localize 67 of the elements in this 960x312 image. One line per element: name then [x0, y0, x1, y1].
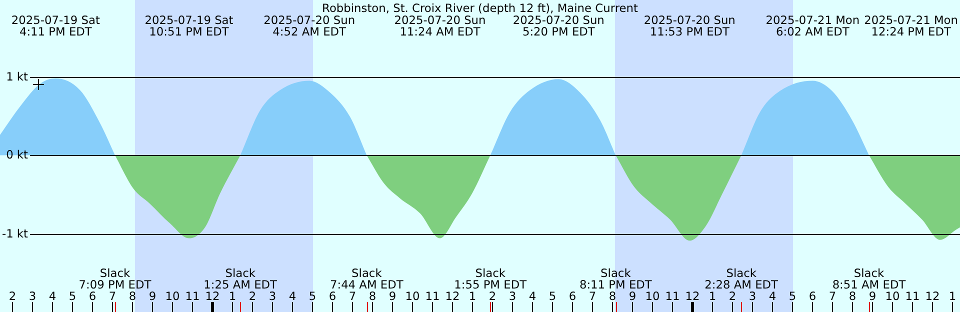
x-tick-label: 4 — [528, 289, 536, 303]
x-tick-label: 1 — [948, 289, 956, 303]
x-tick-label: 1 — [228, 289, 236, 303]
annotation: 2025-07-19 Sat 4:11 PM EDT — [11, 13, 100, 38]
x-tick-label: 2 — [728, 289, 736, 303]
annotation: 2025-07-19 Sat 10:51 PM EDT — [144, 13, 234, 38]
annotation: 2025-07-20 Sun 5:20 PM EDT — [512, 13, 604, 38]
annotation: 2025-07-20 Sun 11:24 AM EDT — [394, 13, 486, 38]
x-tick-label: 11 — [665, 289, 680, 303]
y-tick-label: 0 kt — [6, 147, 29, 162]
x-tick-label: 9 — [148, 289, 156, 303]
x-tick-label: 5 — [788, 289, 796, 303]
x-tick-label: 2 — [248, 289, 256, 303]
x-tick-label: 7 — [348, 289, 356, 303]
annotation: Slack 1:25 AM EDT — [204, 266, 278, 292]
x-tick-label: 10 — [645, 289, 660, 303]
annotation: Slack 8:51 AM EDT — [832, 266, 906, 292]
x-tick-label: 1 — [468, 289, 476, 303]
annotation: Slack 7:09 PM EDT — [78, 266, 152, 292]
x-tick-label: 2 — [8, 289, 16, 303]
annotation: Slack 2:28 AM EDT — [704, 266, 778, 292]
x-tick-label: 3 — [748, 289, 756, 303]
x-tick-label: 6 — [88, 289, 96, 303]
x-tick-label: 4 — [48, 289, 56, 303]
annotation: Slack 1:55 PM EDT — [454, 266, 527, 292]
annotation: 2025-07-20 Sun 4:52 AM EDT — [264, 13, 356, 38]
x-tick-label: 4 — [288, 289, 296, 303]
x-tick-label: 8 — [368, 289, 376, 303]
x-tick-label: 3 — [508, 289, 516, 303]
x-tick-label: 10 — [165, 289, 180, 303]
x-tick-label: 12 — [925, 289, 940, 303]
chart-title: Robbinston, St. Croix River (depth 12 ft), Maine Current — [322, 1, 638, 15]
x-tick-label: 5 — [68, 289, 76, 303]
x-tick-label: 3 — [268, 289, 276, 303]
x-tick-label: 7 — [588, 289, 596, 303]
annotation: 2025-07-21 Mon 12:24 PM EDT — [864, 13, 958, 38]
annotation: Slack 8:11 PM EDT — [579, 266, 652, 292]
x-tick-label: 12 — [205, 289, 220, 303]
x-tick-label: 11 — [905, 289, 920, 303]
x-tick-label: 7 — [108, 289, 116, 303]
x-tick-label: 6 — [328, 289, 336, 303]
annotation: 2025-07-21 Mon 6:02 AM EDT — [766, 13, 860, 38]
x-tick-label: 5 — [548, 289, 556, 303]
y-tick-label: -1 kt — [2, 226, 29, 240]
x-tick-label: 8 — [848, 289, 856, 303]
y-tick-label: 1 kt — [6, 69, 29, 84]
x-tick-label: 7 — [828, 289, 836, 303]
x-tick-label: 10 — [405, 289, 420, 303]
x-tick-label: 4 — [768, 289, 776, 303]
x-tick-label: 12 — [445, 289, 460, 303]
x-tick-label: 2 — [488, 289, 496, 303]
x-tick-label: 9 — [868, 289, 876, 303]
annotation: 2025-07-20 Sun 11:53 PM EDT — [644, 13, 736, 38]
x-tick-label: 1 — [708, 289, 716, 303]
x-tick-label: 9 — [388, 289, 396, 303]
x-tick-label: 11 — [185, 289, 200, 303]
x-tick-label: 8 — [128, 289, 136, 303]
x-tick-label: 9 — [628, 289, 636, 303]
x-tick-label: 6 — [808, 289, 816, 303]
x-tick-label: 6 — [568, 289, 576, 303]
x-tick-label: 10 — [885, 289, 900, 303]
x-tick-label: 8 — [608, 289, 616, 303]
annotation: Slack 7:44 AM EDT — [330, 266, 404, 292]
x-tick-label: 3 — [28, 289, 36, 303]
x-tick-label: 5 — [308, 289, 316, 303]
x-tick-label: 11 — [425, 289, 440, 303]
x-tick-label: 12 — [685, 289, 700, 303]
